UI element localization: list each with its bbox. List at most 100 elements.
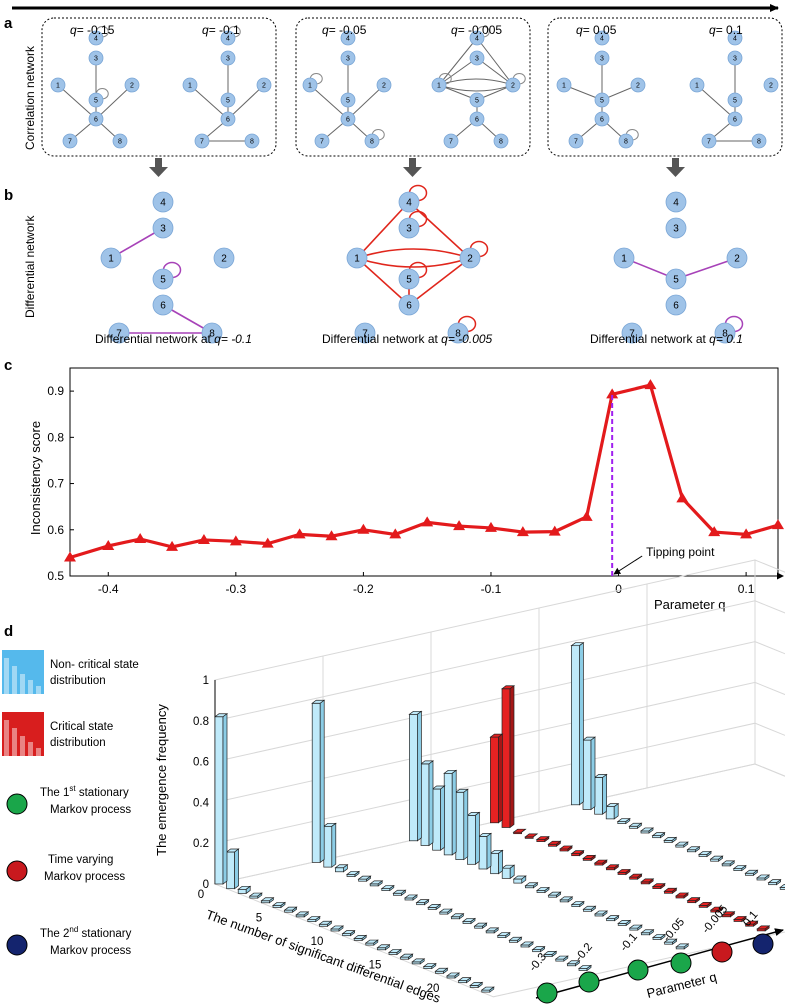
chart-d-bar-side	[551, 950, 557, 958]
chart-d-bar	[409, 713, 418, 842]
chart-c-point	[102, 539, 115, 550]
chart-d-gridline	[214, 641, 785, 763]
diff-node-label: 2	[467, 254, 473, 265]
legend-label-part: stationary	[76, 787, 129, 799]
corr-node-label: 3	[475, 56, 479, 63]
corr-node-7	[701, 133, 717, 149]
corr-node-4	[469, 30, 485, 46]
corr-q-label-5: q= 0.1	[709, 23, 743, 37]
corr-q-label-var: q	[451, 23, 458, 37]
corr-node-3	[220, 50, 236, 66]
chart-d-ztick-label: 0.6	[193, 757, 209, 769]
legend-bar-icon-bar	[20, 674, 25, 694]
chart-d-bar-side	[331, 822, 337, 868]
diff-edge	[356, 248, 471, 259]
chart-d-bar-side	[361, 934, 367, 942]
down-arrow-3	[666, 158, 685, 177]
chart-d-bar	[455, 791, 465, 860]
chart-d-bar	[582, 739, 592, 810]
corr-network-0: 1 2 3 4 5 6 7 8	[50, 25, 140, 149]
chart-d-bar-side	[718, 855, 723, 862]
corr-node-label: 2	[636, 83, 640, 90]
corr-node-1	[689, 77, 705, 93]
differential-networks: 1 2 3 4 5 6 7 8 1 2 3 4 5 6 7 8 1 2 3 4 5 6 7 8	[100, 184, 748, 344]
chart-c-point	[580, 510, 593, 521]
chart-d-bar	[226, 851, 235, 890]
legend-label-line: Time varying	[48, 854, 113, 866]
corr-node-label: 3	[94, 56, 98, 63]
diff-node-label: 3	[673, 224, 679, 235]
legend-bar-icon-bar	[20, 736, 25, 756]
chart-d-bar-top	[779, 884, 785, 888]
chart-d-bar-side	[648, 878, 654, 885]
chart-d-q-dot-5	[752, 933, 774, 955]
chart-d-bar	[467, 814, 476, 865]
chart-c-point	[516, 526, 529, 537]
corr-node-1	[556, 77, 572, 93]
chart-d-bar-side	[567, 845, 573, 852]
corr-node-label: 7	[449, 139, 453, 146]
chart-d-bar-side	[408, 953, 413, 960]
diff-node-label: 8	[722, 329, 728, 340]
chart-d-bar	[335, 867, 344, 873]
corr-node-6	[220, 111, 236, 127]
corr-node-label: 1	[56, 83, 60, 90]
corr-node-7	[62, 133, 78, 149]
panel-label-a: a	[4, 15, 13, 32]
legend-dot-4	[6, 934, 28, 956]
row-label-correlation: Correlation network	[23, 45, 37, 150]
corr-node-label: 1	[188, 83, 192, 90]
legend-label-line: Critical state	[50, 721, 113, 733]
chart-d-bar-side	[683, 943, 689, 950]
chart-d-bar-side	[706, 901, 712, 909]
chart-d-bar-side	[729, 860, 735, 867]
chart-d-bar-side	[660, 933, 666, 941]
legend-bar-icon-bar	[4, 658, 9, 694]
corr-node-label: 6	[346, 117, 350, 124]
chart-d-bar-side	[683, 841, 689, 848]
chart-d-xtick-label: 15	[369, 960, 382, 972]
chart-d-bar-side	[776, 878, 781, 886]
chart-d-bar-side	[660, 882, 666, 890]
chart-d-bar-side	[563, 955, 569, 962]
corr-node-label: 3	[346, 56, 350, 63]
corr-node-4	[88, 30, 104, 46]
chart-d-bar-side	[672, 887, 677, 894]
chart-d-bar-side	[544, 886, 550, 894]
chart-c-xtick-label: -0.4	[98, 582, 119, 596]
chart-d-bar	[571, 645, 580, 806]
diff-node-8	[447, 322, 469, 344]
chart-c-xtick-label: 0	[615, 582, 622, 596]
corr-node-3	[727, 50, 743, 66]
chart-d-bar-side	[614, 864, 619, 871]
corr-q-label-val: = 0.05	[583, 23, 617, 37]
chart-d-bar-side	[338, 925, 344, 932]
chart-d-bar-side	[417, 710, 422, 842]
corr-q-label-val: = -0.15	[77, 23, 115, 37]
corr-node-1	[50, 77, 66, 93]
diff-node-label: 3	[160, 224, 166, 235]
corr-node-label: 6	[733, 117, 737, 124]
chart-d-bar-side	[764, 925, 770, 932]
corr-node-label: 2	[262, 83, 266, 90]
diff-caption-3: Differential network at q= 0.1	[590, 332, 743, 346]
corr-node-5	[88, 92, 104, 108]
chart-c-point	[772, 519, 784, 530]
chart-d-bar-side	[741, 864, 747, 872]
corr-node-label: 2	[511, 83, 515, 90]
legend-label-line: Markov process	[50, 804, 131, 816]
chart-d-bar-side	[637, 822, 642, 829]
chart-c-xtick-label: -0.3	[225, 582, 246, 596]
chart-c-xlabel: Parameter q	[654, 597, 726, 612]
corr-node-label: 5	[733, 98, 737, 105]
corr-node-label: 1	[437, 83, 441, 90]
diff-node-8	[201, 322, 223, 344]
chart-d-q-dot-1	[578, 971, 600, 993]
chart-d-bar-side	[482, 922, 487, 929]
chart-d-bar-side	[419, 958, 425, 965]
diff-node-7	[621, 322, 643, 344]
chart-d-bar-side	[470, 917, 476, 925]
chart-d-bar	[594, 777, 603, 815]
diff-node-4	[665, 191, 687, 213]
